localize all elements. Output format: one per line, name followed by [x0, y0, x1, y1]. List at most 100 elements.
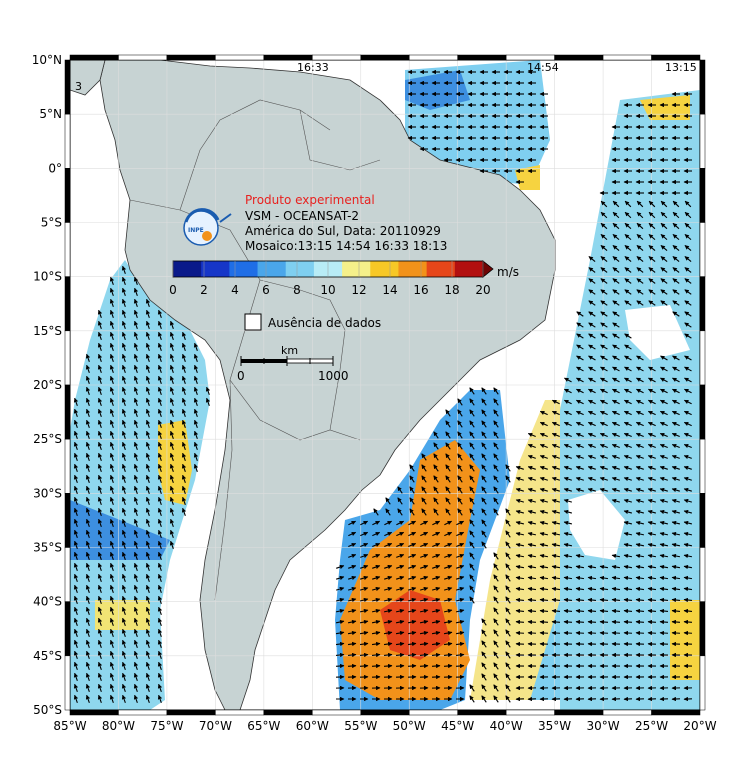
wind-arrow — [647, 619, 657, 625]
wind-arrow — [157, 375, 163, 384]
frame-bar-right — [699, 59, 706, 115]
wind-arrow — [587, 564, 597, 570]
wind-arrow — [671, 520, 681, 526]
wind-arrow — [636, 222, 644, 230]
wind-arrow — [660, 278, 668, 284]
wind-arrow — [445, 475, 451, 483]
wind-arrow — [612, 222, 620, 230]
lat-label: 25°S — [33, 432, 62, 446]
wind-arrow — [683, 410, 692, 416]
wind-arrow — [169, 375, 175, 384]
wind-arrow — [659, 454, 668, 460]
wind-arrow — [85, 584, 91, 593]
wind-arrow — [469, 431, 475, 439]
wind-arrow — [121, 463, 127, 472]
wind-arrow — [157, 562, 163, 571]
wind-arrow — [157, 573, 163, 582]
wind-arrow — [623, 608, 633, 614]
wind-arrow — [624, 289, 632, 295]
wind-arrow — [133, 353, 139, 362]
frame-bar-top — [554, 54, 604, 61]
wind-arrow — [539, 520, 549, 526]
wind-arrow — [121, 507, 127, 516]
wind-arrow — [384, 531, 393, 537]
wind-arrow — [121, 309, 127, 318]
wind-arrow — [684, 322, 692, 328]
wind-arrow — [97, 375, 103, 384]
wind-arrow — [551, 520, 561, 526]
wind-arrow — [587, 575, 597, 581]
wind-arrow — [575, 410, 584, 416]
wind-arrow — [683, 575, 693, 581]
wind-arrow — [505, 475, 511, 483]
wind-arrow — [672, 256, 680, 262]
wind-arrow — [539, 586, 549, 592]
wind-arrow — [600, 355, 608, 361]
wind-arrow — [181, 463, 187, 472]
wind-arrow — [169, 353, 175, 362]
wind-arrow — [109, 342, 115, 351]
wind-arrow — [335, 597, 345, 603]
wind-arrow — [648, 200, 656, 208]
wind-arrow — [335, 663, 345, 669]
colorbar-tick-label: 12 — [351, 283, 366, 297]
frame-bar-bottom — [408, 709, 458, 716]
wind-arrow — [157, 320, 163, 329]
wind-arrow — [73, 595, 79, 604]
wind-arrow — [73, 540, 79, 549]
wind-arrow — [539, 542, 549, 548]
wind-arrow — [587, 421, 596, 427]
wind-arrow — [671, 564, 681, 570]
wind-arrow — [648, 244, 656, 252]
wind-arrow — [635, 399, 644, 405]
colorbar-segment — [229, 261, 259, 277]
wind-arrow — [420, 542, 429, 548]
wind-arrow — [575, 586, 585, 592]
lat-label: 30°S — [33, 486, 62, 500]
wind-arrow — [97, 485, 103, 494]
lon-label: 80°W — [102, 719, 135, 733]
wind-arrow — [624, 377, 632, 383]
wind-arrow — [624, 200, 632, 208]
frame-bar-left — [64, 384, 71, 440]
wind-arrow — [647, 421, 656, 427]
wind-arrow — [469, 497, 475, 505]
wind-arrow — [684, 355, 692, 361]
wind-arrow — [133, 408, 139, 417]
wind-arrow — [145, 419, 151, 428]
wind-arrow — [193, 364, 199, 373]
wind-arrow — [659, 586, 669, 592]
wind-arrow — [169, 419, 175, 428]
wind-arrow — [145, 408, 151, 417]
wind-arrow — [169, 529, 175, 538]
wind-arrow — [539, 619, 549, 625]
wind-arrow — [456, 520, 465, 526]
swath-far-east-yellow2 — [640, 95, 690, 120]
wind-arrow — [672, 366, 680, 372]
wind-arrow — [359, 597, 369, 603]
wind-arrow — [97, 419, 103, 428]
wind-arrow — [599, 432, 608, 438]
wind-arrow — [133, 397, 139, 406]
wind-arrow — [600, 344, 608, 350]
wind-arrow — [193, 441, 199, 450]
wind-arrow — [672, 278, 680, 284]
wind-arrow — [672, 377, 680, 383]
wind-arrow — [169, 485, 175, 494]
wind-arrow — [169, 342, 175, 351]
lon-label: 75°W — [150, 719, 183, 733]
wind-arrow — [647, 520, 657, 526]
wind-arrow — [133, 507, 139, 516]
wind-arrow — [97, 364, 103, 373]
wind-arrow — [457, 409, 463, 417]
wind-arrow — [85, 562, 91, 571]
wind-arrow — [443, 663, 453, 669]
wind-arrow — [684, 233, 692, 241]
wind-arrow — [684, 289, 692, 295]
wind-arrow — [505, 607, 511, 615]
wind-arrow — [624, 256, 632, 262]
wind-arrow — [372, 531, 381, 537]
wind-arrow — [360, 586, 369, 592]
wind-arrow — [588, 344, 596, 350]
wind-arrow — [421, 464, 427, 472]
